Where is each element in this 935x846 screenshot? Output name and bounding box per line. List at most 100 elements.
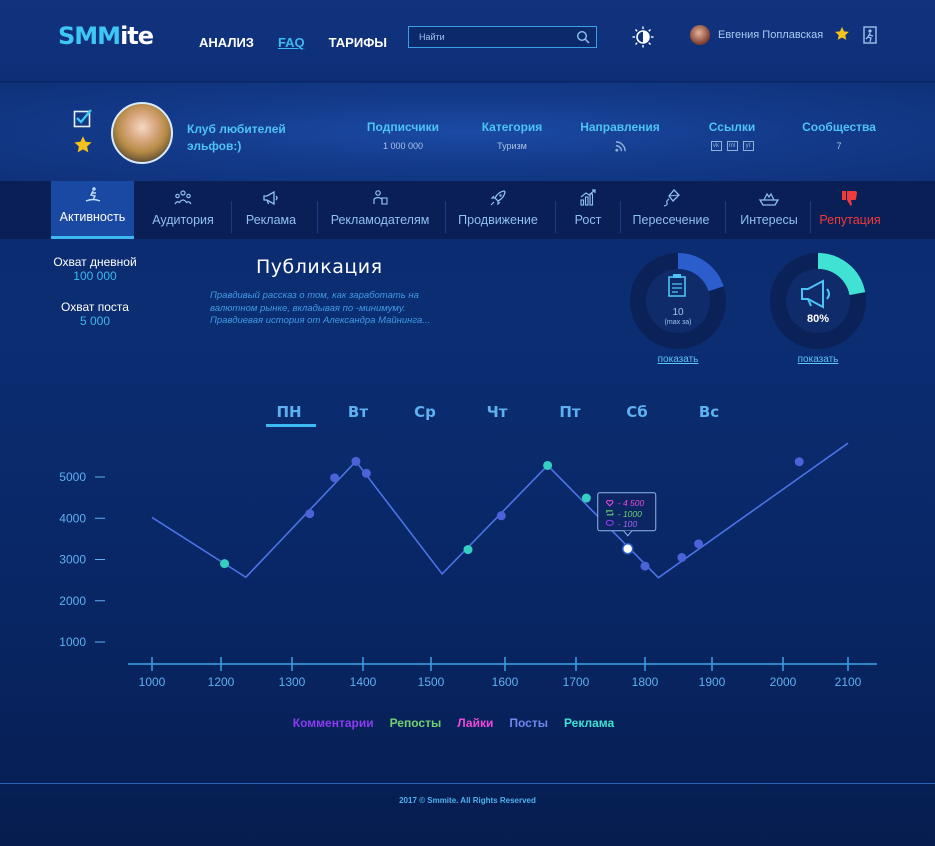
- chart-tooltip: - 4 500- 1000- 100: [597, 492, 657, 537]
- links-list: vk ml yt: [700, 141, 764, 151]
- ml-link-icon[interactable]: ml: [726, 141, 738, 151]
- favorite-star-icon[interactable]: [73, 135, 93, 155]
- yt-link-icon[interactable]: yt: [742, 141, 754, 151]
- ads-show-link[interactable]: показать: [797, 354, 839, 365]
- series: [151, 442, 849, 579]
- legend-posts[interactable]: Посты: [509, 716, 548, 730]
- tab-divider: [620, 201, 621, 233]
- data-point-ad[interactable]: [220, 559, 230, 569]
- series-line: [151, 442, 849, 579]
- x-tick-label: 1400: [350, 675, 377, 689]
- data-point-post[interactable]: [794, 457, 804, 467]
- tab-interests[interactable]: Интересы: [732, 181, 806, 239]
- tab-activity-label: Активность: [59, 210, 126, 224]
- data-point-post[interactable]: [694, 539, 704, 549]
- day-tab-2[interactable]: Вт: [348, 403, 368, 421]
- y-tick-label: 1000: [59, 635, 86, 649]
- advertiser-icon: [373, 190, 388, 205]
- tab-promotion[interactable]: Продвижение: [452, 181, 544, 239]
- day-tabs: ПН Вт Ср Чт Пт Сб Вс: [266, 403, 719, 427]
- search-icon[interactable]: [576, 30, 590, 44]
- communities-label: Сообщества: [802, 120, 876, 134]
- x-tick-label: 1300: [279, 675, 306, 689]
- day-tab-5[interactable]: Пт: [559, 403, 581, 421]
- vk-link-icon[interactable]: vk: [710, 141, 722, 151]
- search-box: [408, 26, 597, 48]
- data-point-selected[interactable]: [622, 543, 634, 555]
- data-point-post[interactable]: [640, 561, 650, 571]
- kite-icon: [663, 189, 680, 207]
- tab-divider: [317, 201, 318, 233]
- day-tab-6[interactable]: Сб: [626, 403, 647, 421]
- x-tick-label: 1700: [563, 675, 590, 689]
- tab-audience-label: Аудитория: [152, 213, 214, 227]
- links-label: Ссылки: [708, 120, 756, 134]
- tab-divider: [445, 201, 446, 233]
- user-profile[interactable]: Евгения Поплавская: [690, 25, 823, 45]
- data-point-post[interactable]: [330, 473, 340, 483]
- tab-audience[interactable]: Аудитория: [144, 181, 222, 239]
- y-tick-label: 2000: [59, 594, 86, 608]
- legend-comments[interactable]: Комментарии: [292, 716, 374, 730]
- data-point-ad[interactable]: [581, 493, 591, 503]
- rss-icon[interactable]: [614, 141, 626, 152]
- posts-donut-chart: 10 (max за): [630, 253, 726, 349]
- logo[interactable]: SMMite: [58, 22, 154, 50]
- chart-legend: Комментарии Репосты Лайки Посты Реклама: [0, 716, 935, 730]
- nav-faq[interactable]: FAQ: [277, 35, 305, 50]
- nav-tariffs[interactable]: ТАРИФЫ: [328, 35, 388, 50]
- data-point-post[interactable]: [677, 552, 687, 562]
- day-tab-4[interactable]: Чт: [487, 403, 508, 421]
- checkbox-checked-icon[interactable]: [73, 108, 93, 128]
- tooltip-reposts: - 1000: [618, 509, 642, 519]
- post-reach: Охват поста 5 000: [49, 300, 141, 328]
- megaphone-icon: [801, 279, 830, 309]
- favorites-star-icon[interactable]: [834, 26, 850, 42]
- user-name[interactable]: Евгения Поплавская: [718, 29, 824, 41]
- x-tick-label: 1800: [632, 675, 659, 689]
- data-point-post[interactable]: [361, 468, 371, 478]
- growth-chart-icon: [580, 189, 596, 206]
- subscribers-value: 1 000 000: [382, 141, 424, 151]
- search-input[interactable]: [409, 27, 569, 47]
- posts-show-link[interactable]: показать: [657, 354, 699, 365]
- avatar[interactable]: [690, 25, 710, 45]
- data-point-post[interactable]: [496, 511, 506, 521]
- x-tick-label: 1900: [699, 675, 726, 689]
- tab-reputation[interactable]: Репутация: [814, 181, 886, 239]
- legend-likes[interactable]: Лайки: [457, 716, 494, 730]
- tab-divider: [810, 201, 811, 233]
- data-point-ad[interactable]: [543, 460, 553, 470]
- posts-donut: 10 (max за) показать: [628, 251, 728, 371]
- footer-divider: [0, 783, 935, 784]
- repost-icon: [606, 510, 614, 516]
- x-axis: 1000 1200 1300 1400 1500 1600 1700 1800 1900 2000…: [128, 657, 877, 689]
- tab-intersection-label: Пересечение: [632, 213, 710, 227]
- theme-toggle-icon[interactable]: [632, 26, 654, 48]
- document-icon: [668, 274, 686, 297]
- posts-donut-value: 10: [672, 307, 684, 318]
- audience-icon: [174, 190, 192, 205]
- directions-value: [574, 141, 666, 152]
- tab-activity[interactable]: Активность: [51, 181, 134, 239]
- tab-advertisers[interactable]: Рекламодателям: [324, 181, 436, 239]
- tooltip-comments: - 100: [618, 519, 638, 529]
- tab-growth[interactable]: Рост: [562, 181, 614, 239]
- community-name: Клуб любителей эльфов:): [187, 122, 286, 153]
- day-tab-7[interactable]: Вс: [699, 403, 719, 421]
- day-tab-3[interactable]: Ср: [414, 403, 436, 421]
- tab-intersection[interactable]: Пересечение: [626, 181, 716, 239]
- nav-analysis[interactable]: АНАЛИЗ: [199, 35, 254, 50]
- logout-icon[interactable]: [862, 26, 878, 44]
- tooltip-likes: - 4 500: [618, 498, 645, 508]
- megaphone-icon: [263, 190, 278, 206]
- data-point-post[interactable]: [305, 509, 315, 519]
- ads-donut-chart: 80%: [770, 253, 866, 349]
- legend-reposts[interactable]: Репосты: [389, 716, 442, 730]
- tab-ads[interactable]: Реклама: [236, 181, 306, 239]
- data-point-post[interactable]: [351, 456, 361, 466]
- section-tabs: Активность Аудитория Реклама Рекламодате…: [0, 181, 935, 239]
- data-point-ad[interactable]: [463, 545, 473, 555]
- day-tab-1[interactable]: ПН: [276, 403, 301, 421]
- legend-ads[interactable]: Реклама: [563, 716, 615, 730]
